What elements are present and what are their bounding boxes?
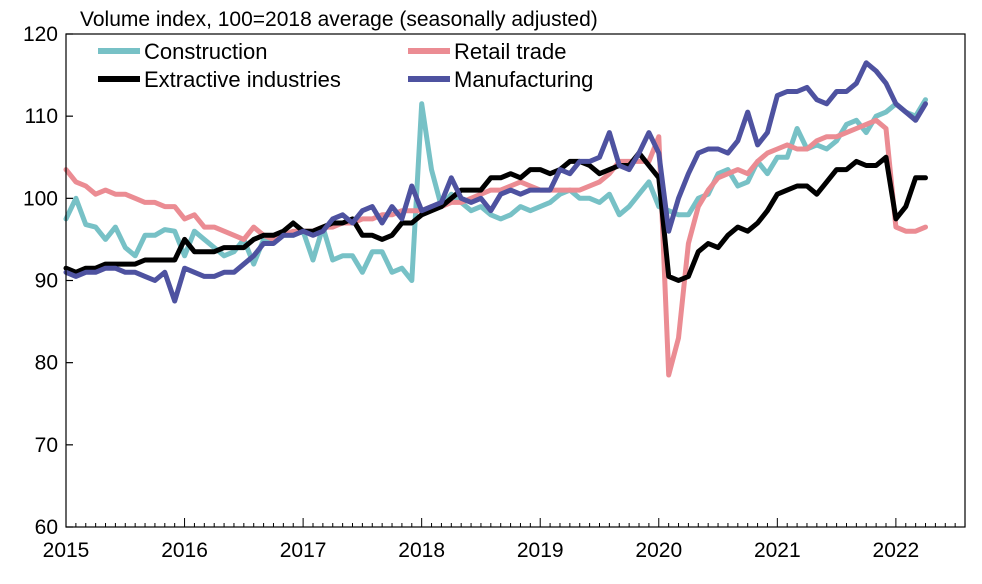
series-line-retail-trade: [63, 117, 928, 378]
series-layer: [63, 60, 928, 378]
x-tick-label: 2020: [635, 539, 682, 562]
legend-label: Manufacturing: [454, 67, 593, 92]
series-line-extractive-industries: [63, 150, 928, 283]
x-tick-label: 2021: [754, 539, 801, 562]
y-tick-label: 100: [23, 187, 58, 210]
x-tick-label: 2019: [517, 539, 564, 562]
y-tick-label: 70: [35, 434, 58, 457]
y-tick-label: 90: [35, 270, 58, 293]
legend-label: Retail trade: [454, 39, 567, 64]
legend: Construction Retail trade Extractive indus…: [98, 39, 593, 92]
x-tick-label: 2015: [43, 539, 90, 562]
legend-item-extractive-industries: Extractive industries: [98, 67, 341, 92]
y-tick-label: 110: [25, 105, 58, 128]
series-line-construction: [63, 97, 928, 283]
legend-item-retail-trade: Retail trade: [408, 39, 567, 64]
axis-layer: 60 70 80 90 100 110 120 2015 2016 2017 2018 2019 202…: [23, 23, 966, 562]
y-tick-label: 60: [35, 516, 58, 539]
legend-item-manufacturing: Manufacturing: [408, 67, 593, 92]
plot-frame: [65, 33, 966, 528]
y-tick-label: 120: [23, 23, 58, 46]
legend-label: Extractive industries: [144, 67, 341, 92]
x-tick-label: 2017: [280, 539, 327, 562]
legend-label: Construction: [144, 39, 268, 64]
chart-title: Volume index, 100=2018 average (seasonal…: [80, 8, 598, 31]
x-tick-label: 2022: [873, 539, 920, 562]
legend-item-construction: Construction: [98, 39, 268, 64]
y-tick-label: 80: [35, 352, 58, 375]
series-line-manufacturing: [63, 60, 928, 304]
x-tick-label: 2018: [398, 539, 445, 562]
x-tick-label: 2016: [161, 539, 208, 562]
